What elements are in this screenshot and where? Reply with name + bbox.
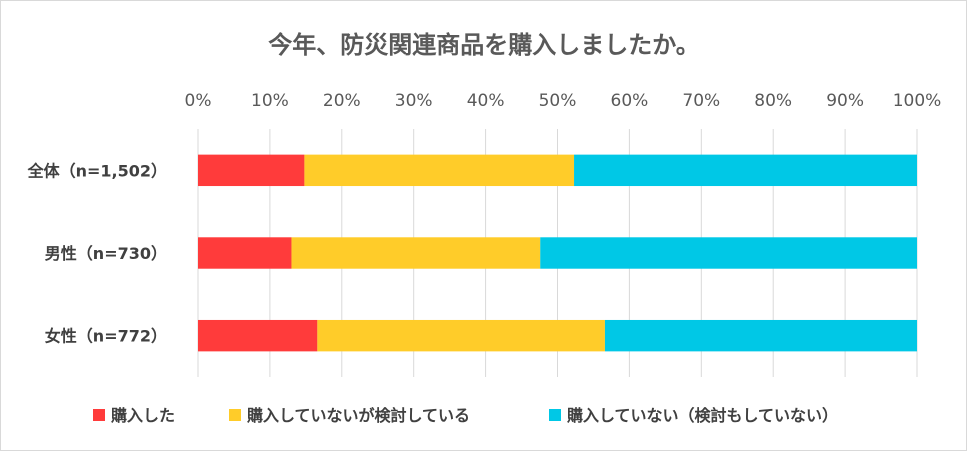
bar-segment	[604, 319, 917, 352]
x-axis-ticks: 0% 10% 20% 30% 40% 50% 60% 70% 80% 90% 100%	[185, 91, 942, 111]
x-tick-label: 30%	[395, 91, 433, 111]
bar-segment	[304, 154, 575, 187]
legend-swatch	[549, 409, 561, 421]
bar-segment	[198, 154, 305, 187]
category-label: 男性（n=730）	[45, 244, 167, 263]
bar-segment	[198, 319, 318, 352]
bars	[198, 154, 917, 352]
x-tick-label: 60%	[611, 91, 649, 111]
category-label: 女性（n=772）	[45, 327, 167, 346]
category-label: 全体（n=1,502）	[27, 161, 167, 180]
legend-swatch	[229, 409, 241, 421]
x-tick-label: 50%	[539, 91, 577, 111]
bar-segment	[540, 237, 917, 269]
legend-label: 購入した	[110, 406, 175, 425]
bar-segment	[317, 319, 605, 352]
x-tick-label: 70%	[682, 91, 720, 111]
x-tick-label: 40%	[467, 91, 505, 111]
bar-segment	[198, 237, 292, 269]
legend: 購入した 購入していないが検討している 購入していない（検討もしていない）	[93, 406, 838, 425]
legend-label: 購入していない（検討もしていない）	[566, 406, 838, 425]
category-labels: 全体（n=1,502） 男性（n=730） 女性（n=772）	[27, 161, 167, 345]
legend-swatch	[93, 409, 105, 421]
x-tick-label: 100%	[893, 91, 942, 111]
x-tick-label: 0%	[185, 91, 212, 111]
x-tick-label: 80%	[754, 91, 792, 111]
chart-title: 今年、防災関連商品を購入しましたか。	[268, 31, 700, 59]
x-tick-label: 90%	[826, 91, 864, 111]
x-tick-label: 20%	[323, 91, 361, 111]
legend-label: 購入していないが検討している	[246, 406, 470, 425]
bar-segment	[291, 237, 541, 269]
x-tick-label: 10%	[251, 91, 289, 111]
bar-segment	[574, 154, 917, 187]
